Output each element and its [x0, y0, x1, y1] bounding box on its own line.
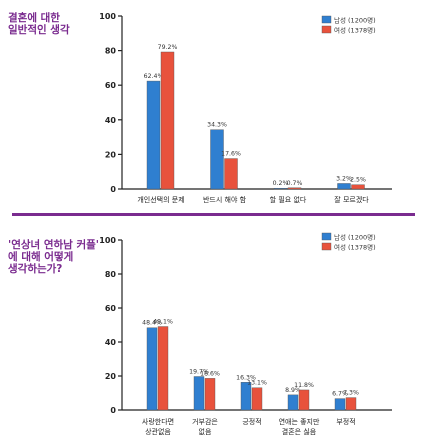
category-label: 잘 모르겠다: [334, 195, 369, 204]
data-label: 2.5%: [350, 177, 366, 184]
data-label: 16.3%: [236, 374, 256, 381]
bar-male: [146, 80, 161, 190]
category-label: 부정적: [336, 417, 355, 426]
y-tick-label: 40: [105, 338, 117, 347]
y-tick-label: 40: [105, 116, 117, 125]
bar-male: [287, 394, 299, 411]
category-label: 연애는 좋지만: [279, 417, 320, 426]
bar-male: [337, 183, 351, 190]
data-label: 17.6%: [221, 151, 241, 158]
data-label: 8.9%: [285, 387, 301, 394]
y-tick-label: 20: [105, 150, 117, 159]
data-label: 6.7%: [332, 391, 348, 398]
y-tick-label: 60: [105, 81, 117, 90]
data-label: 0.2%: [273, 180, 289, 187]
y-tick-label: 0: [110, 406, 116, 415]
data-label: 79.2%: [158, 44, 178, 51]
data-label: 34.3%: [207, 122, 227, 129]
category-label: 상관없음: [145, 427, 171, 436]
y-tick-label: 80: [105, 47, 117, 56]
bar-female: [345, 397, 357, 411]
bar-female: [157, 326, 169, 411]
bar-female: [160, 51, 175, 190]
y-tick-label: 20: [105, 372, 117, 381]
data-label: 49.1%: [153, 319, 173, 326]
bar-male: [193, 376, 205, 411]
legend-label: 여성 (1378명): [334, 26, 376, 35]
y-tick-label: 100: [99, 236, 116, 245]
bar-male: [210, 129, 224, 190]
category-label: 할 필요 없다: [270, 195, 307, 204]
bar-male: [240, 382, 252, 411]
category-label: 결혼은 싫음: [282, 427, 317, 436]
bar-male: [146, 327, 158, 411]
legend-swatch-male: [321, 232, 332, 241]
data-label: 7.3%: [343, 390, 359, 397]
bar-female: [298, 389, 310, 411]
y-tick-label: 80: [105, 270, 117, 279]
chart-2-title: '연상녀 연하남 커플' 에 대해 어떻게 생각하는가?: [8, 239, 100, 275]
category-label: 개인선택의 문제: [137, 195, 184, 204]
bar-male: [334, 398, 346, 411]
bar-female: [204, 378, 216, 411]
bar-female: [251, 387, 263, 411]
bar-female: [287, 187, 302, 190]
legend-swatch-female: [321, 25, 332, 34]
category-label: 없음: [199, 428, 212, 436]
data-label: 11.8%: [294, 382, 314, 389]
legend-swatch-male: [321, 15, 332, 24]
chart-1-title: 결혼에 대한 일반적인 생각: [8, 12, 70, 36]
y-tick-label: 100: [99, 12, 116, 21]
bar-female: [351, 184, 365, 190]
legend-swatch-female: [321, 242, 332, 251]
category-label: 반드시 해야 함: [203, 195, 247, 204]
category-label: 긍정적: [242, 417, 261, 426]
data-label: 13.1%: [247, 380, 267, 387]
data-label: 3.2%: [336, 175, 352, 182]
y-tick-label: 60: [105, 304, 117, 313]
data-label: 19.7%: [189, 369, 209, 376]
bar-female: [224, 158, 238, 190]
legend-label: 여성 (1378명): [334, 243, 376, 252]
data-label: 62.4%: [144, 73, 164, 80]
bar-male: [273, 187, 288, 190]
y-tick-label: 0: [110, 185, 116, 194]
section-divider: [12, 213, 415, 216]
legend-label: 남성 (1200명): [334, 233, 376, 242]
data-label: 18.6%: [200, 370, 220, 377]
category-label: 거부감은: [192, 417, 218, 426]
data-label: 0.7%: [287, 180, 303, 187]
category-label: 사랑한다면: [142, 417, 174, 426]
legend-label: 남성 (1200명): [334, 16, 376, 25]
data-label: 48.4%: [142, 320, 162, 327]
